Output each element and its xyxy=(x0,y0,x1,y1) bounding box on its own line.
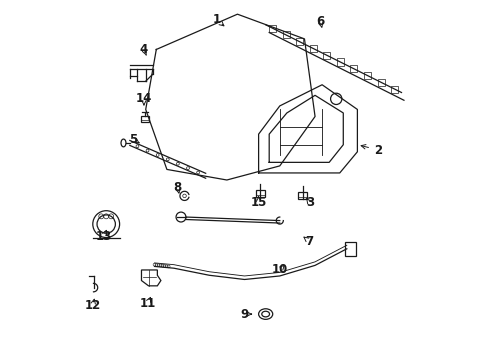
Text: 15: 15 xyxy=(250,197,266,210)
Text: 10: 10 xyxy=(271,264,287,276)
Text: 8: 8 xyxy=(173,181,181,194)
Text: 2: 2 xyxy=(374,144,382,157)
Text: 13: 13 xyxy=(95,230,111,243)
Text: 11: 11 xyxy=(139,297,155,310)
Text: 3: 3 xyxy=(305,197,313,210)
Text: 12: 12 xyxy=(84,299,101,312)
Text: 9: 9 xyxy=(240,307,248,320)
Text: 5: 5 xyxy=(129,133,137,146)
Text: 14: 14 xyxy=(136,93,152,105)
Text: 7: 7 xyxy=(305,235,313,248)
Text: 4: 4 xyxy=(140,43,148,56)
Text: 6: 6 xyxy=(316,15,324,28)
Text: 1: 1 xyxy=(212,13,220,26)
